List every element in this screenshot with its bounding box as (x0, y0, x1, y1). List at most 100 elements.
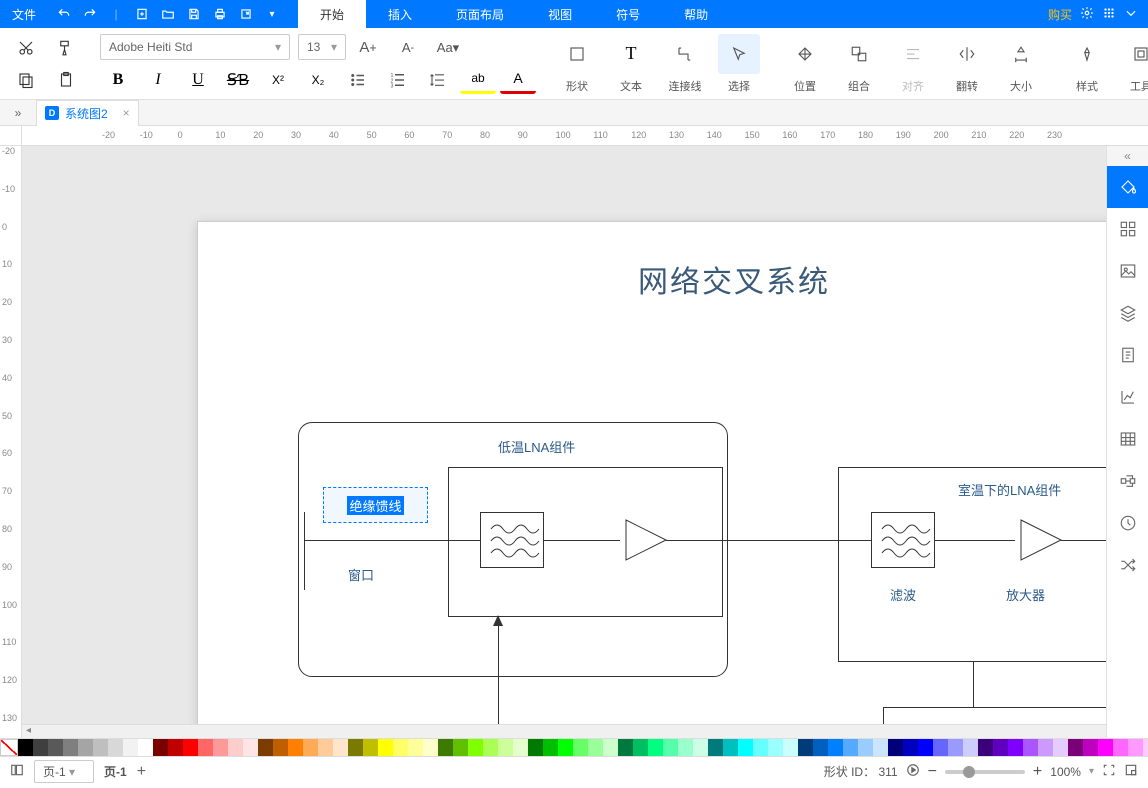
color-swatch[interactable] (948, 739, 963, 756)
color-swatch[interactable] (753, 739, 768, 756)
open-icon[interactable] (156, 0, 180, 28)
filter-shape-1[interactable] (480, 512, 544, 568)
color-swatch[interactable] (288, 739, 303, 756)
color-swatch[interactable] (93, 739, 108, 756)
color-swatch[interactable] (183, 739, 198, 756)
chevron-down-icon[interactable]: ▾ (260, 0, 284, 28)
color-swatch[interactable] (738, 739, 753, 756)
file-menu[interactable]: 文件 (0, 0, 48, 28)
font-case-icon[interactable]: Aa▾ (430, 34, 466, 62)
align-icon[interactable] (892, 34, 934, 74)
tab-layout[interactable]: 页面布局 (434, 0, 526, 28)
color-swatch[interactable] (123, 739, 138, 756)
font-name-select[interactable]: Adobe Heiti Std▾ (100, 34, 290, 60)
document-tab[interactable]: D 系统图2 × (36, 100, 139, 126)
page-list-icon[interactable] (10, 763, 24, 780)
color-swatch[interactable] (528, 739, 543, 756)
cut-icon[interactable] (8, 34, 44, 62)
color-swatch[interactable] (1083, 739, 1098, 756)
color-swatch[interactable] (618, 739, 633, 756)
tab-insert[interactable]: 插入 (366, 0, 434, 28)
color-swatch[interactable] (768, 739, 783, 756)
color-swatch[interactable] (48, 739, 63, 756)
color-swatch[interactable] (1008, 739, 1023, 756)
color-swatch[interactable] (1023, 739, 1038, 756)
color-swatch[interactable] (423, 739, 438, 756)
subscript-icon[interactable]: X₂ (300, 66, 336, 94)
color-swatch[interactable] (438, 739, 453, 756)
color-swatch[interactable] (573, 739, 588, 756)
fullscreen-icon[interactable] (1124, 763, 1138, 780)
image-panel-icon[interactable] (1107, 250, 1148, 292)
line-4[interactable] (935, 540, 1015, 541)
shapes-panel-icon[interactable] (1107, 208, 1148, 250)
shuffle-panel-icon[interactable] (1107, 544, 1148, 586)
tab-view[interactable]: 视图 (526, 0, 594, 28)
save-icon[interactable] (182, 0, 206, 28)
bold-icon[interactable]: B (100, 66, 136, 94)
line-3[interactable] (666, 540, 871, 541)
color-palette[interactable] (0, 738, 1148, 756)
color-swatch[interactable] (888, 739, 903, 756)
zoom-value[interactable]: 100% (1050, 765, 1081, 779)
minimize-icon[interactable] (1124, 6, 1138, 23)
numbering-icon[interactable]: 123 (380, 66, 416, 94)
color-swatch[interactable] (633, 739, 648, 756)
line-5[interactable] (1061, 540, 1106, 541)
color-swatch[interactable] (798, 739, 813, 756)
tab-symbol[interactable]: 符号 (594, 0, 662, 28)
table-panel-icon[interactable] (1107, 418, 1148, 460)
window-line[interactable] (304, 512, 305, 590)
select-tool-icon[interactable] (718, 34, 760, 74)
color-swatch[interactable] (543, 739, 558, 756)
color-swatch[interactable] (1098, 739, 1113, 756)
color-swatch[interactable] (498, 739, 513, 756)
color-swatch[interactable] (348, 739, 363, 756)
color-swatch[interactable] (603, 739, 618, 756)
expand-panel-icon[interactable]: » (0, 106, 36, 120)
diagram-title[interactable]: 网络交叉系统 (638, 257, 830, 301)
color-swatch[interactable] (228, 739, 243, 756)
add-page-icon[interactable]: + (137, 763, 146, 781)
color-swatch[interactable] (153, 739, 168, 756)
format-painter-icon[interactable] (48, 34, 84, 62)
color-swatch[interactable] (483, 739, 498, 756)
filter-shape-2[interactable] (871, 512, 935, 568)
color-swatch[interactable] (363, 739, 378, 756)
color-swatch[interactable] (168, 739, 183, 756)
color-swatch[interactable] (843, 739, 858, 756)
page-panel-icon[interactable] (1107, 334, 1148, 376)
color-swatch[interactable] (513, 739, 528, 756)
color-swatch[interactable] (18, 739, 33, 756)
zoom-slider[interactable] (945, 770, 1025, 774)
color-swatch[interactable] (993, 739, 1008, 756)
size-icon[interactable] (1000, 34, 1042, 74)
color-swatch[interactable] (198, 739, 213, 756)
color-swatch[interactable] (333, 739, 348, 756)
color-swatch[interactable] (213, 739, 228, 756)
shape-tool-icon[interactable] (556, 34, 598, 74)
canvas-page[interactable]: 网络交叉系统 低温LNA组件 室温下的LNA组件 绝缘馈线 窗口 滤波 (197, 221, 1106, 738)
collapse-panel-icon[interactable]: « (1107, 146, 1148, 166)
group-icon[interactable] (838, 34, 880, 74)
color-swatch[interactable] (963, 739, 978, 756)
tab-help[interactable]: 帮助 (662, 0, 730, 28)
superscript-icon[interactable]: X² (260, 66, 296, 94)
font-decrease-icon[interactable]: A- (390, 34, 426, 62)
color-swatch[interactable] (33, 739, 48, 756)
color-swatch[interactable] (903, 739, 918, 756)
color-swatch[interactable] (138, 739, 153, 756)
highlight-icon[interactable]: ab (460, 66, 496, 94)
connection-panel-icon[interactable] (1107, 460, 1148, 502)
color-swatch[interactable] (558, 739, 573, 756)
selected-text-box[interactable]: 绝缘馈线 (323, 487, 428, 523)
page-selector[interactable]: 页-1 ▾ (34, 760, 94, 783)
no-color-swatch[interactable] (0, 739, 18, 756)
buy-button[interactable]: 购买 (1048, 6, 1072, 23)
history-panel-icon[interactable] (1107, 502, 1148, 544)
zoom-out-icon[interactable]: − (928, 763, 937, 781)
color-swatch[interactable] (303, 739, 318, 756)
canvas-viewport[interactable]: 网络交叉系统 低温LNA组件 室温下的LNA组件 绝缘馈线 窗口 滤波 (22, 146, 1106, 738)
color-swatch[interactable] (1053, 739, 1068, 756)
color-swatch[interactable] (1113, 739, 1128, 756)
